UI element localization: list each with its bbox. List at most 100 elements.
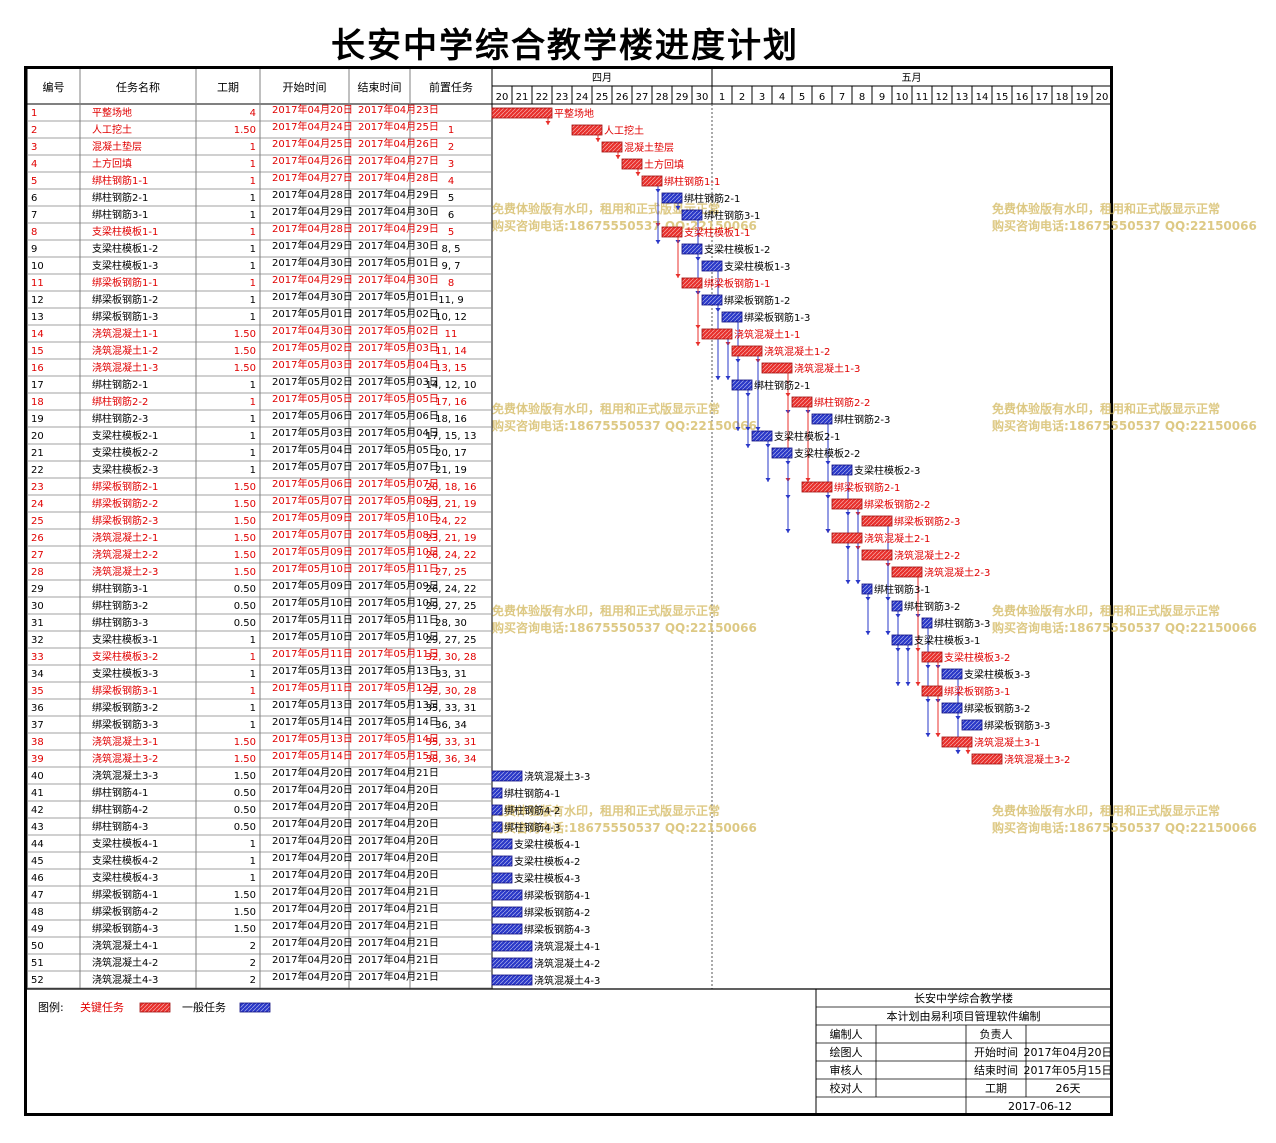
task-duration: 1.50 [234, 516, 256, 527]
gantt-bar-label: 浇筑混凝土2-3 [924, 566, 990, 579]
task-name: 绑柱钢筋2-1 [92, 191, 148, 204]
task-predecessors: 17, 15, 13 [426, 431, 477, 442]
task-end: 2017年04月21日 [358, 953, 439, 966]
gantt-bar [491, 923, 523, 935]
gantt-bar [491, 770, 523, 782]
task-start: 2017年04月20日 [272, 800, 353, 813]
task-end: 2017年04月21日 [358, 970, 439, 983]
gantt-bar-label: 绑梁板钢筋4-2 [524, 906, 590, 919]
day-tick-label: 21 [516, 92, 529, 103]
task-start: 2017年05月03日 [272, 358, 353, 371]
task-start: 2017年05月09日 [272, 579, 353, 592]
task-end: 2017年05月02日 [358, 307, 439, 320]
column-header: 任务名称 [116, 80, 160, 94]
task-id: 50 [31, 941, 44, 952]
task-id: 34 [31, 669, 44, 680]
day-tick-label: 16 [1016, 92, 1029, 103]
dependency-arrow [745, 444, 751, 448]
day-tick-label: 20 [1096, 92, 1109, 103]
gantt-bar [731, 345, 763, 357]
dependency-arrow [855, 580, 861, 584]
watermark-text: 免费体验版有水印，租用和正式版显示正常 [992, 803, 1220, 818]
dependency-arrow [885, 631, 891, 635]
task-start: 2017年05月10日 [272, 596, 353, 609]
gantt-bar [491, 804, 503, 816]
task-predecessors: 6 [448, 210, 454, 221]
task-end: 2017年04月21日 [358, 936, 439, 949]
gantt-bar [701, 294, 723, 306]
legend-label: 图例: [38, 1000, 64, 1014]
task-predecessors: 18, 16 [435, 414, 467, 425]
gantt-bar-label: 绑柱钢筋2-1 [754, 379, 810, 392]
task-id: 26 [31, 533, 44, 544]
task-id: 44 [31, 839, 44, 850]
task-name: 绑梁板钢筋3-3 [92, 718, 158, 731]
column-header: 前置任务 [429, 80, 473, 94]
task-name: 绑柱钢筋4-1 [92, 786, 148, 799]
day-tick-label: 27 [636, 92, 649, 103]
task-end: 2017年04月21日 [358, 885, 439, 898]
day-tick-label: 9 [879, 92, 885, 103]
task-id: 17 [31, 380, 44, 391]
title-block-value: 2017年04月20日 [1024, 1045, 1113, 1059]
gantt-bar-label: 支梁柱模板1-1 [684, 226, 750, 239]
task-name: 绑柱钢筋3-3 [92, 616, 148, 629]
day-tick-label: 15 [996, 92, 1009, 103]
task-duration: 1 [250, 193, 256, 204]
day-tick-label: 5 [799, 92, 805, 103]
gantt-bar-label: 支梁柱模板2-3 [854, 464, 920, 477]
gantt-bar-label: 混凝土垫层 [624, 141, 674, 154]
dependency-arrow [865, 631, 871, 635]
task-id: 8 [31, 227, 37, 238]
task-predecessors: 3 [448, 159, 454, 170]
gantt-bar-label: 绑柱钢筋4-2 [504, 804, 560, 817]
gantt-bar-label: 支梁柱模板3-2 [944, 651, 1010, 664]
gantt-bar [921, 651, 943, 663]
task-id: 22 [31, 465, 44, 476]
watermark-text: 购买咨询电话:18675550537 QQ:22150066 [992, 620, 1257, 635]
software-note: 本计划由易利项目管理软件编制 [887, 1009, 1041, 1023]
task-name: 浇筑混凝土2-2 [92, 548, 158, 561]
gantt-bar-label: 浇筑混凝土1-3 [794, 362, 860, 375]
task-start: 2017年04月24日 [272, 120, 353, 133]
gantt-bar [491, 889, 523, 901]
task-id: 23 [31, 482, 44, 493]
task-name: 绑梁板钢筋3-2 [92, 701, 158, 714]
task-start: 2017年04月20日 [272, 766, 353, 779]
watermark-text: 免费体验版有水印，租用和正式版显示正常 [492, 401, 720, 416]
task-predecessors: 20, 18, 16 [426, 482, 477, 493]
watermark-text: 购买咨询电话:18675550537 QQ:22150066 [492, 218, 757, 233]
task-name: 浇筑混凝土2-3 [92, 565, 158, 578]
task-end: 2017年05月14日 [358, 715, 439, 728]
gantt-bar [721, 311, 743, 323]
task-name: 浇筑混凝土1-1 [92, 327, 158, 340]
task-duration: 0.50 [234, 601, 256, 612]
task-predecessors: 27, 25 [435, 567, 467, 578]
task-start: 2017年05月04日 [272, 443, 353, 456]
title-block-value: 2017年05月15日 [1024, 1063, 1113, 1077]
task-end: 2017年05月10日 [358, 596, 439, 609]
day-tick-label: 24 [576, 92, 589, 103]
task-start: 2017年04月30日 [272, 256, 353, 269]
task-predecessors: 8, 5 [441, 244, 460, 255]
task-id: 9 [31, 244, 37, 255]
gantt-bar-label: 人工挖土 [604, 124, 644, 137]
gantt-bar-label: 绑梁板钢筋3-1 [944, 685, 1010, 698]
task-start: 2017年04月20日 [272, 868, 353, 881]
task-name: 浇筑混凝土3-1 [92, 735, 158, 748]
task-duration: 1 [250, 278, 256, 289]
column-header: 编号 [43, 80, 65, 94]
gantt-bar [861, 549, 893, 561]
task-name: 平整场地 [92, 106, 132, 119]
task-duration: 1.50 [234, 924, 256, 935]
gantt-bar-label: 支梁柱模板1-2 [704, 243, 770, 256]
gantt-bar [491, 787, 503, 799]
gantt-bar-label: 平整场地 [554, 107, 594, 120]
task-end: 2017年05月12日 [358, 681, 439, 694]
task-id: 46 [31, 873, 44, 884]
task-id: 28 [31, 567, 44, 578]
task-predecessors: 13, 15 [435, 363, 467, 374]
gantt-bar [701, 328, 733, 340]
gantt-bar-label: 支梁柱模板4-1 [514, 838, 580, 851]
task-name: 绑梁板钢筋2-1 [92, 480, 158, 493]
